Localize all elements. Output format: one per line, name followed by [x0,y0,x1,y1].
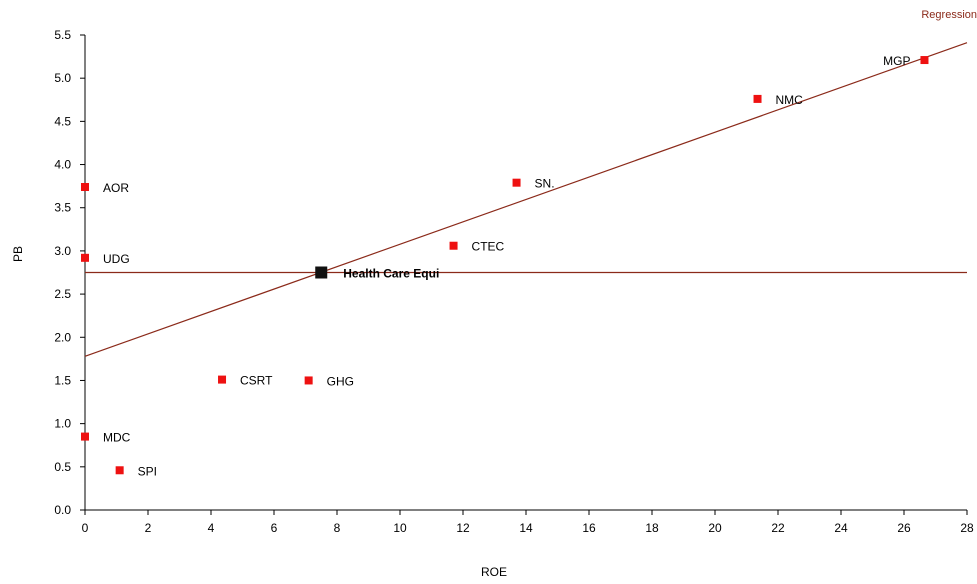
data-point [81,253,89,262]
data-point [753,94,762,103]
x-tick-label: 14 [519,521,533,535]
x-tick-label: 10 [393,521,407,535]
y-tick-label: 5.0 [54,71,71,85]
y-axis-label: PB [11,246,25,262]
data-point [920,56,929,65]
x-tick-label: 26 [897,521,911,535]
y-tick-label: 1.5 [54,373,71,387]
regression-line [84,42,968,357]
x-tick-label: 4 [208,521,215,535]
y-tick-label: 2.0 [54,330,71,344]
data-label: MGP [883,54,910,68]
data-label: CSRT [240,374,273,388]
data-label: NMC [776,93,804,107]
data-label: CTEC [472,240,505,254]
y-tick-label: 0.5 [54,460,71,474]
highlight-point [315,266,328,279]
data-label: AOR [103,181,129,195]
x-tick-label: 22 [771,521,785,535]
data-point [449,241,458,250]
x-tick-label: 24 [834,521,848,535]
x-tick-label: 12 [456,521,470,535]
data-point [115,466,124,475]
y-tick-label: 5.5 [54,28,71,42]
y-tick-label: 2.5 [54,287,71,301]
y-tick-label: 3.5 [54,201,71,215]
x-tick-label: 8 [334,521,341,535]
x-axis-label: ROE [481,565,507,579]
data-point [512,178,521,187]
y-tick-label: 0.0 [54,503,71,517]
data-label: GHG [327,374,354,388]
x-tick-label: 0 [82,521,89,535]
data-label: MDC [103,431,131,445]
data-point [218,375,227,384]
x-tick-label: 6 [271,521,278,535]
highlight-label: Health Care Equi [343,267,439,281]
y-tick-label: 4.5 [54,114,71,128]
x-tick-label: 20 [708,521,722,535]
regression-label: Regression [921,9,977,21]
x-tick-label: 2 [145,521,152,535]
data-point [81,183,89,191]
x-tick-label: 18 [645,521,659,535]
data-label: SPI [138,464,157,478]
data-point [304,376,313,385]
data-point [81,432,89,441]
y-tick-label: 4.0 [54,158,71,172]
x-tick-label: 28 [960,521,974,535]
y-tick-label: 3.0 [54,244,71,258]
y-tick-label: 1.0 [54,417,71,431]
data-label: SN. [535,177,555,191]
data-label: UDG [103,252,130,266]
x-tick-label: 16 [582,521,596,535]
